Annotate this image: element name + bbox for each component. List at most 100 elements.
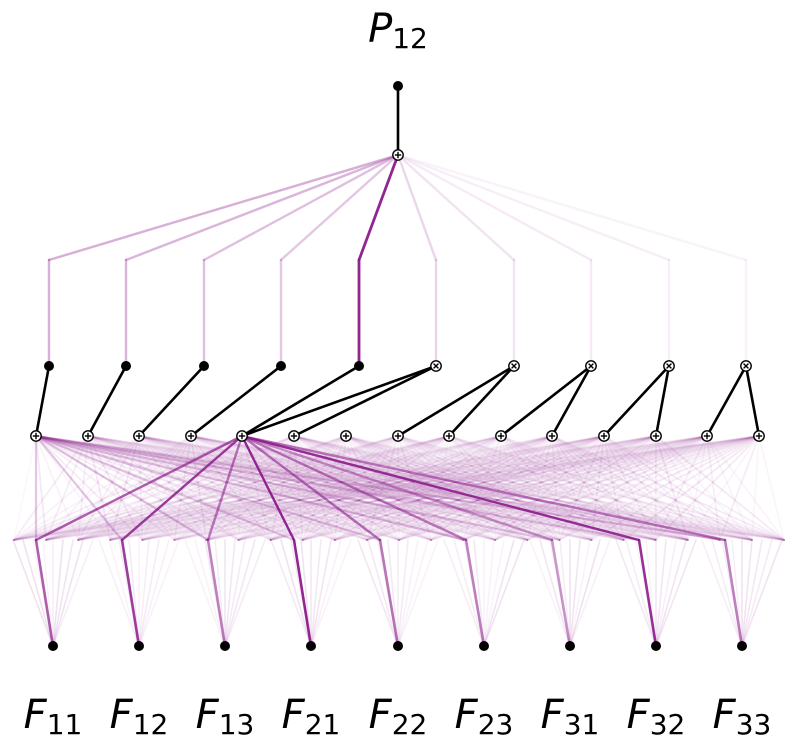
bg-edge-2-13: [138, 435, 432, 541]
bg-edge-11-1: [45, 435, 605, 541]
leaf-bg-edge-2-0: [184, 539, 226, 647]
bg-edge-8-22: [448, 435, 721, 541]
bg-edge-11-13: [430, 435, 605, 541]
mid-unit-node-2: [121, 361, 131, 371]
bg-edge-10-22: [551, 435, 721, 541]
bg-edge-4-15: [241, 435, 497, 541]
leaf-bg-edge-7-5: [655, 539, 667, 647]
bg-edge-12-4: [141, 435, 657, 541]
bg-edge-0-24: [35, 435, 785, 541]
bg-edge-2-10: [138, 435, 336, 541]
bg-edge-1-13: [87, 435, 432, 541]
bg-edge-8-18: [448, 435, 593, 541]
leaf-bg-edge-2-5: [224, 539, 236, 647]
mid-edge-3-3: [137, 364, 206, 438]
leaf-bg-edge-2-8: [224, 539, 266, 647]
top-edge-layer: [47, 84, 748, 368]
bg-edge-9-9: [301, 435, 502, 541]
leaf-bg-edge-3-8: [310, 539, 352, 647]
bg-edge-14-14: [462, 435, 760, 541]
bg-edge-13-24: [706, 435, 785, 541]
bg-edge-10-8: [269, 435, 553, 541]
mid-product-node-7-bar-b: [511, 363, 517, 369]
leaf-bg-edge-0-1: [22, 539, 54, 647]
bg-edge-9-21: [500, 435, 689, 541]
bg-edge-14-16: [526, 435, 760, 541]
input-label-8: F32: [627, 692, 686, 741]
layer4-sum-node-10: [495, 430, 507, 442]
bg-edge-12-8: [269, 435, 657, 541]
input-label-7: F31: [541, 692, 600, 741]
leaf-bg-edge-7-7: [655, 539, 687, 647]
bg-edge-12-12: [398, 435, 657, 541]
bg-edge-14-13: [430, 435, 760, 541]
root-output-node: [393, 81, 403, 91]
bg-edge-4-3: [109, 435, 243, 541]
bg-edge-6-24: [345, 435, 785, 541]
bg-edge-10-21: [551, 435, 689, 541]
bg-edge-10-11: [366, 435, 553, 541]
bg-edge-1-11: [87, 435, 368, 541]
mid-product-node-6-bar-b: [433, 363, 439, 369]
bg-edge-11-14: [462, 435, 605, 541]
leaf-bg-edge-1-1: [108, 539, 140, 647]
input-label-2: F12: [110, 692, 169, 741]
mid-edge-7-9: [447, 364, 516, 438]
bg-edge-10-7: [237, 435, 553, 541]
bg-edge-9-15: [494, 435, 502, 541]
bg-edge-3-0: [13, 435, 192, 541]
bg-edge-3-23: [190, 435, 753, 541]
mid-edge-9-12: [602, 364, 671, 438]
bg-edge-3-16: [190, 435, 529, 541]
bg-edge-4-17: [241, 435, 561, 541]
bg-edge-2-9: [138, 435, 304, 541]
mid-unit-node-4: [276, 361, 286, 371]
bg-edge-13-12: [398, 435, 708, 541]
bg-edge-3-8: [190, 435, 272, 541]
bg-edge-9-4: [141, 435, 502, 541]
leaf-node-5: [393, 641, 403, 651]
bg-edge-6-2: [77, 435, 347, 541]
fan-edge-1: [47, 153, 400, 262]
bg-edge-12-23: [655, 435, 753, 541]
leaf-bg-edge-4-1: [367, 539, 399, 647]
bg-edge-13-3: [109, 435, 708, 541]
mid-product-node-6: [430, 360, 442, 372]
bg-edge-2-14: [138, 435, 465, 541]
layer4-sum-node-12: [598, 430, 610, 442]
bg-edge-0-20: [35, 435, 657, 541]
bg-edge-14-0: [13, 435, 760, 541]
bg-edge-12-7: [237, 435, 657, 541]
bg-edge-1-18: [87, 435, 593, 541]
bg-edge-0-18: [35, 435, 593, 541]
fan-edge-7: [396, 153, 516, 262]
bg-edge-6-9: [301, 435, 347, 541]
fan-edge-6: [396, 153, 438, 262]
bg-edge-14-1: [45, 435, 760, 541]
leaf-drop-4: [292, 538, 313, 648]
leaf-bg-edge-7-6: [655, 539, 677, 647]
mid-edge-9-13: [654, 364, 671, 438]
left-edge-4: [34, 434, 296, 542]
bg-edge-2-5: [138, 435, 176, 541]
node-layer: [30, 81, 765, 651]
bg-edge-8-1: [45, 435, 450, 541]
bg-edge-10-6: [205, 435, 553, 541]
bg-edge-9-17: [500, 435, 561, 541]
bg-edge-10-14: [462, 435, 553, 541]
leaf-bg-edge-1-8: [138, 539, 180, 647]
bg-edge-1-21: [87, 435, 689, 541]
bg-edge-9-3: [109, 435, 502, 541]
bg-edge-12-11: [366, 435, 657, 541]
root-sum-node: [392, 149, 404, 161]
layer4-sum-node-11: [546, 430, 558, 442]
hub-edge-7: [240, 434, 554, 542]
leaf-bg-edge-4-6: [397, 539, 419, 647]
bg-edge-13-13: [430, 435, 708, 541]
bg-edge-2-3: [109, 435, 140, 541]
leaf-bg-edge-5-5: [483, 539, 495, 647]
bg-edge-1-0: [13, 435, 89, 541]
bg-edge-12-0: [13, 435, 657, 541]
bg-edge-7-2: [77, 435, 399, 541]
leaf-node-7: [565, 641, 575, 651]
